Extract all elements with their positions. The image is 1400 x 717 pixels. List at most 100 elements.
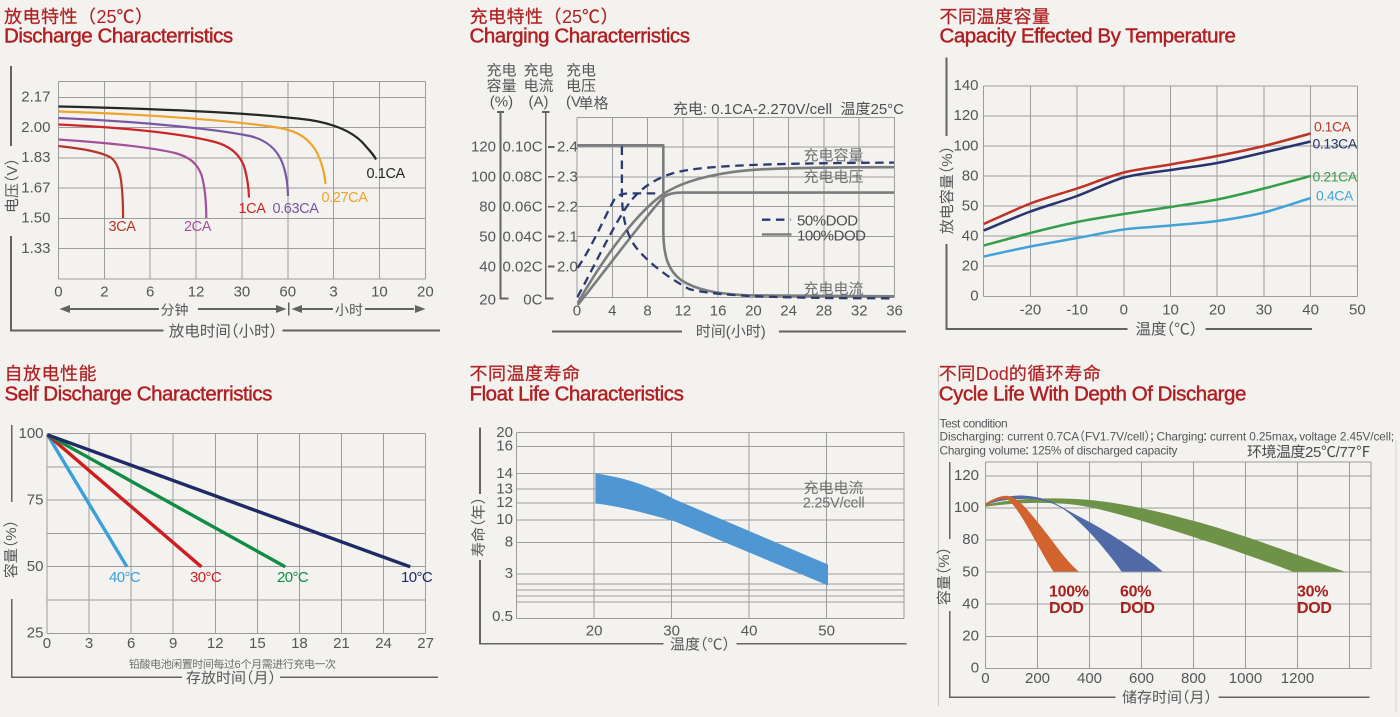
svg-text:Discharge Characterristics: Discharge Characterristics	[4, 25, 233, 48]
svg-text:0.10C: 0.10C	[503, 139, 543, 156]
svg-text:12: 12	[496, 494, 513, 511]
svg-text:20: 20	[586, 623, 603, 640]
svg-text:0: 0	[43, 635, 51, 652]
svg-text:0: 0	[970, 288, 978, 305]
svg-text:100: 100	[19, 425, 44, 442]
svg-text:120: 120	[471, 139, 496, 156]
svg-text:0C: 0C	[523, 291, 542, 308]
svg-text:(%): (%)	[490, 94, 513, 111]
svg-text:1CA: 1CA	[239, 201, 267, 217]
svg-text:0.21CA: 0.21CA	[1313, 169, 1358, 185]
svg-text:8: 8	[505, 534, 513, 551]
svg-text:16: 16	[710, 303, 727, 320]
svg-text:Cycle Life With Depth Of Disch: Cycle Life With Depth Of Discharge	[939, 383, 1246, 406]
svg-text:0.1CA: 0.1CA	[367, 166, 406, 182]
svg-text:Discharging: current 0.7CA: Discharging: current 0.7CA	[940, 430, 1080, 444]
svg-text:40: 40	[479, 258, 496, 275]
svg-text:V: V	[4, 165, 21, 175]
svg-text:24: 24	[780, 303, 797, 320]
svg-text:600: 600	[1129, 670, 1154, 687]
svg-text:120: 120	[954, 107, 979, 124]
svg-text:30: 30	[234, 284, 251, 301]
svg-text:15: 15	[249, 635, 266, 652]
svg-text:Charging Characterristics: Charging Characterristics	[470, 25, 690, 48]
svg-text:): )	[761, 324, 766, 341]
svg-text:0.06C: 0.06C	[503, 199, 543, 216]
svg-text:2.2: 2.2	[557, 199, 578, 216]
svg-text:(A): (A)	[529, 94, 549, 111]
svg-text:75: 75	[27, 491, 44, 508]
svg-text:0: 0	[1120, 302, 1128, 319]
svg-text:Dod: Dod	[976, 364, 1009, 384]
svg-text:Float Life Characteristics: Float Life Characteristics	[470, 383, 684, 406]
svg-text:(V: (V	[566, 94, 581, 111]
svg-text:DOD: DOD	[1049, 600, 1084, 617]
svg-text:50: 50	[27, 558, 44, 575]
svg-text:18: 18	[291, 635, 308, 652]
svg-text:36: 36	[886, 303, 903, 320]
svg-text:25: 25	[1305, 444, 1321, 461]
svg-text:2.0: 2.0	[557, 258, 578, 275]
svg-text:60: 60	[279, 284, 296, 301]
svg-text:20: 20	[417, 284, 434, 301]
svg-text:8: 8	[643, 303, 651, 320]
svg-text:20: 20	[496, 424, 513, 441]
svg-text:25: 25	[27, 625, 44, 642]
svg-text:80: 80	[962, 167, 979, 184]
svg-text:20: 20	[962, 628, 979, 645]
svg-text:current 0.25max: current 0.25max	[1210, 430, 1294, 444]
svg-text:30: 30	[1256, 302, 1273, 319]
svg-text:-10: -10	[1066, 302, 1088, 319]
svg-text:40: 40	[1302, 302, 1319, 319]
svg-text:50: 50	[1349, 302, 1366, 319]
svg-text:DOD: DOD	[1297, 600, 1332, 617]
svg-text:120: 120	[954, 467, 979, 484]
svg-text:24: 24	[375, 635, 392, 652]
svg-text:FV1.7V/cell: FV1.7V/cell	[1085, 430, 1144, 444]
svg-text:20°C: 20°C	[277, 569, 309, 586]
svg-text:80: 80	[479, 199, 496, 216]
svg-text:800: 800	[1181, 670, 1206, 687]
svg-text:0.1CA: 0.1CA	[1314, 119, 1352, 135]
svg-text:2.3: 2.3	[557, 169, 578, 186]
svg-text:%: %	[939, 153, 956, 166]
svg-text:14: 14	[496, 465, 513, 482]
svg-text:6: 6	[127, 635, 135, 652]
svg-text:: 0.1CA-2.270V/cell: : 0.1CA-2.270V/cell	[703, 101, 832, 118]
svg-text:6: 6	[235, 659, 241, 671]
svg-text:2.17: 2.17	[21, 89, 50, 106]
svg-text:Charging: Charging	[1157, 430, 1204, 444]
svg-text:0.04C: 0.04C	[503, 228, 543, 245]
svg-text:10: 10	[371, 284, 388, 301]
svg-text:50: 50	[962, 197, 979, 214]
svg-text:100: 100	[954, 137, 979, 154]
svg-text:50: 50	[962, 563, 979, 580]
svg-text:2CA: 2CA	[184, 219, 212, 235]
svg-text:200: 200	[1025, 670, 1050, 687]
svg-text:-20: -20	[1020, 302, 1042, 319]
svg-text:25°C: 25°C	[871, 101, 905, 118]
svg-text:50%DOD: 50%DOD	[797, 213, 858, 230]
svg-text:30: 30	[663, 623, 680, 640]
svg-text:6: 6	[146, 284, 154, 301]
svg-text:20: 20	[962, 257, 979, 274]
svg-text:0: 0	[981, 670, 989, 687]
svg-text:30%: 30%	[1297, 584, 1328, 601]
svg-text:32: 32	[851, 303, 868, 320]
svg-text:2.25V/cell: 2.25V/cell	[803, 496, 865, 512]
svg-text:30°C: 30°C	[190, 569, 222, 586]
svg-text:0: 0	[573, 303, 581, 320]
svg-text:50: 50	[818, 623, 835, 640]
svg-text:28: 28	[816, 303, 833, 320]
svg-text:12: 12	[675, 303, 692, 320]
svg-text:40°C: 40°C	[109, 569, 141, 586]
svg-text:40: 40	[741, 623, 758, 640]
svg-text:DOD: DOD	[1120, 600, 1155, 617]
svg-text:0.02C: 0.02C	[503, 258, 543, 275]
svg-text:1.50: 1.50	[21, 210, 50, 227]
svg-text:40: 40	[962, 227, 979, 244]
svg-text:2.00: 2.00	[21, 119, 50, 136]
svg-text:100: 100	[954, 499, 979, 516]
svg-text:3: 3	[329, 284, 337, 301]
svg-text:3CA: 3CA	[109, 219, 137, 235]
